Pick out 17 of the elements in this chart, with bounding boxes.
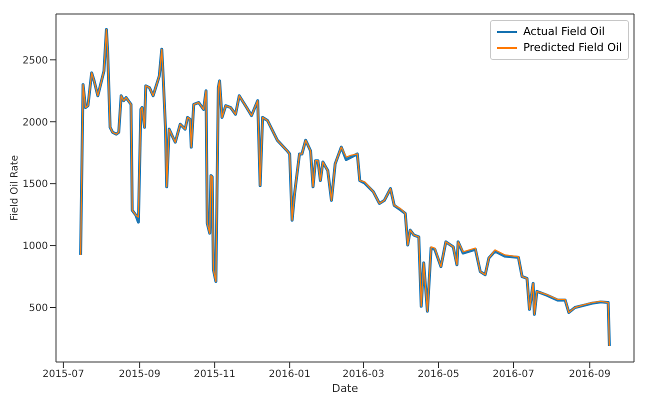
x-tick-label: 2015-07 [42, 369, 84, 380]
x-tick-label: 2016-09 [568, 369, 611, 380]
x-tick-label: 2016-03 [342, 369, 384, 380]
x-tick-label: 2015-09 [118, 369, 161, 380]
x-axis-title: Date [332, 382, 358, 395]
x-tick-label: 2015-11 [194, 369, 236, 380]
y-tick-label: 2500 [22, 55, 48, 66]
x-tick-label: 2016-01 [268, 369, 311, 380]
x-tick-label: 2016-07 [492, 369, 534, 380]
legend-label: Actual Field Oil [523, 24, 605, 40]
x-tick-label: 2016-05 [418, 369, 460, 380]
y-tick-label: 500 [28, 303, 48, 314]
y-tick-label: 1500 [22, 179, 48, 190]
legend-label: Predicted Field Oil [523, 40, 622, 56]
y-axis-title: Field Oil Rate [10, 155, 21, 221]
y-tick-label: 1000 [22, 241, 48, 252]
y-tick-label: 2000 [22, 117, 48, 128]
